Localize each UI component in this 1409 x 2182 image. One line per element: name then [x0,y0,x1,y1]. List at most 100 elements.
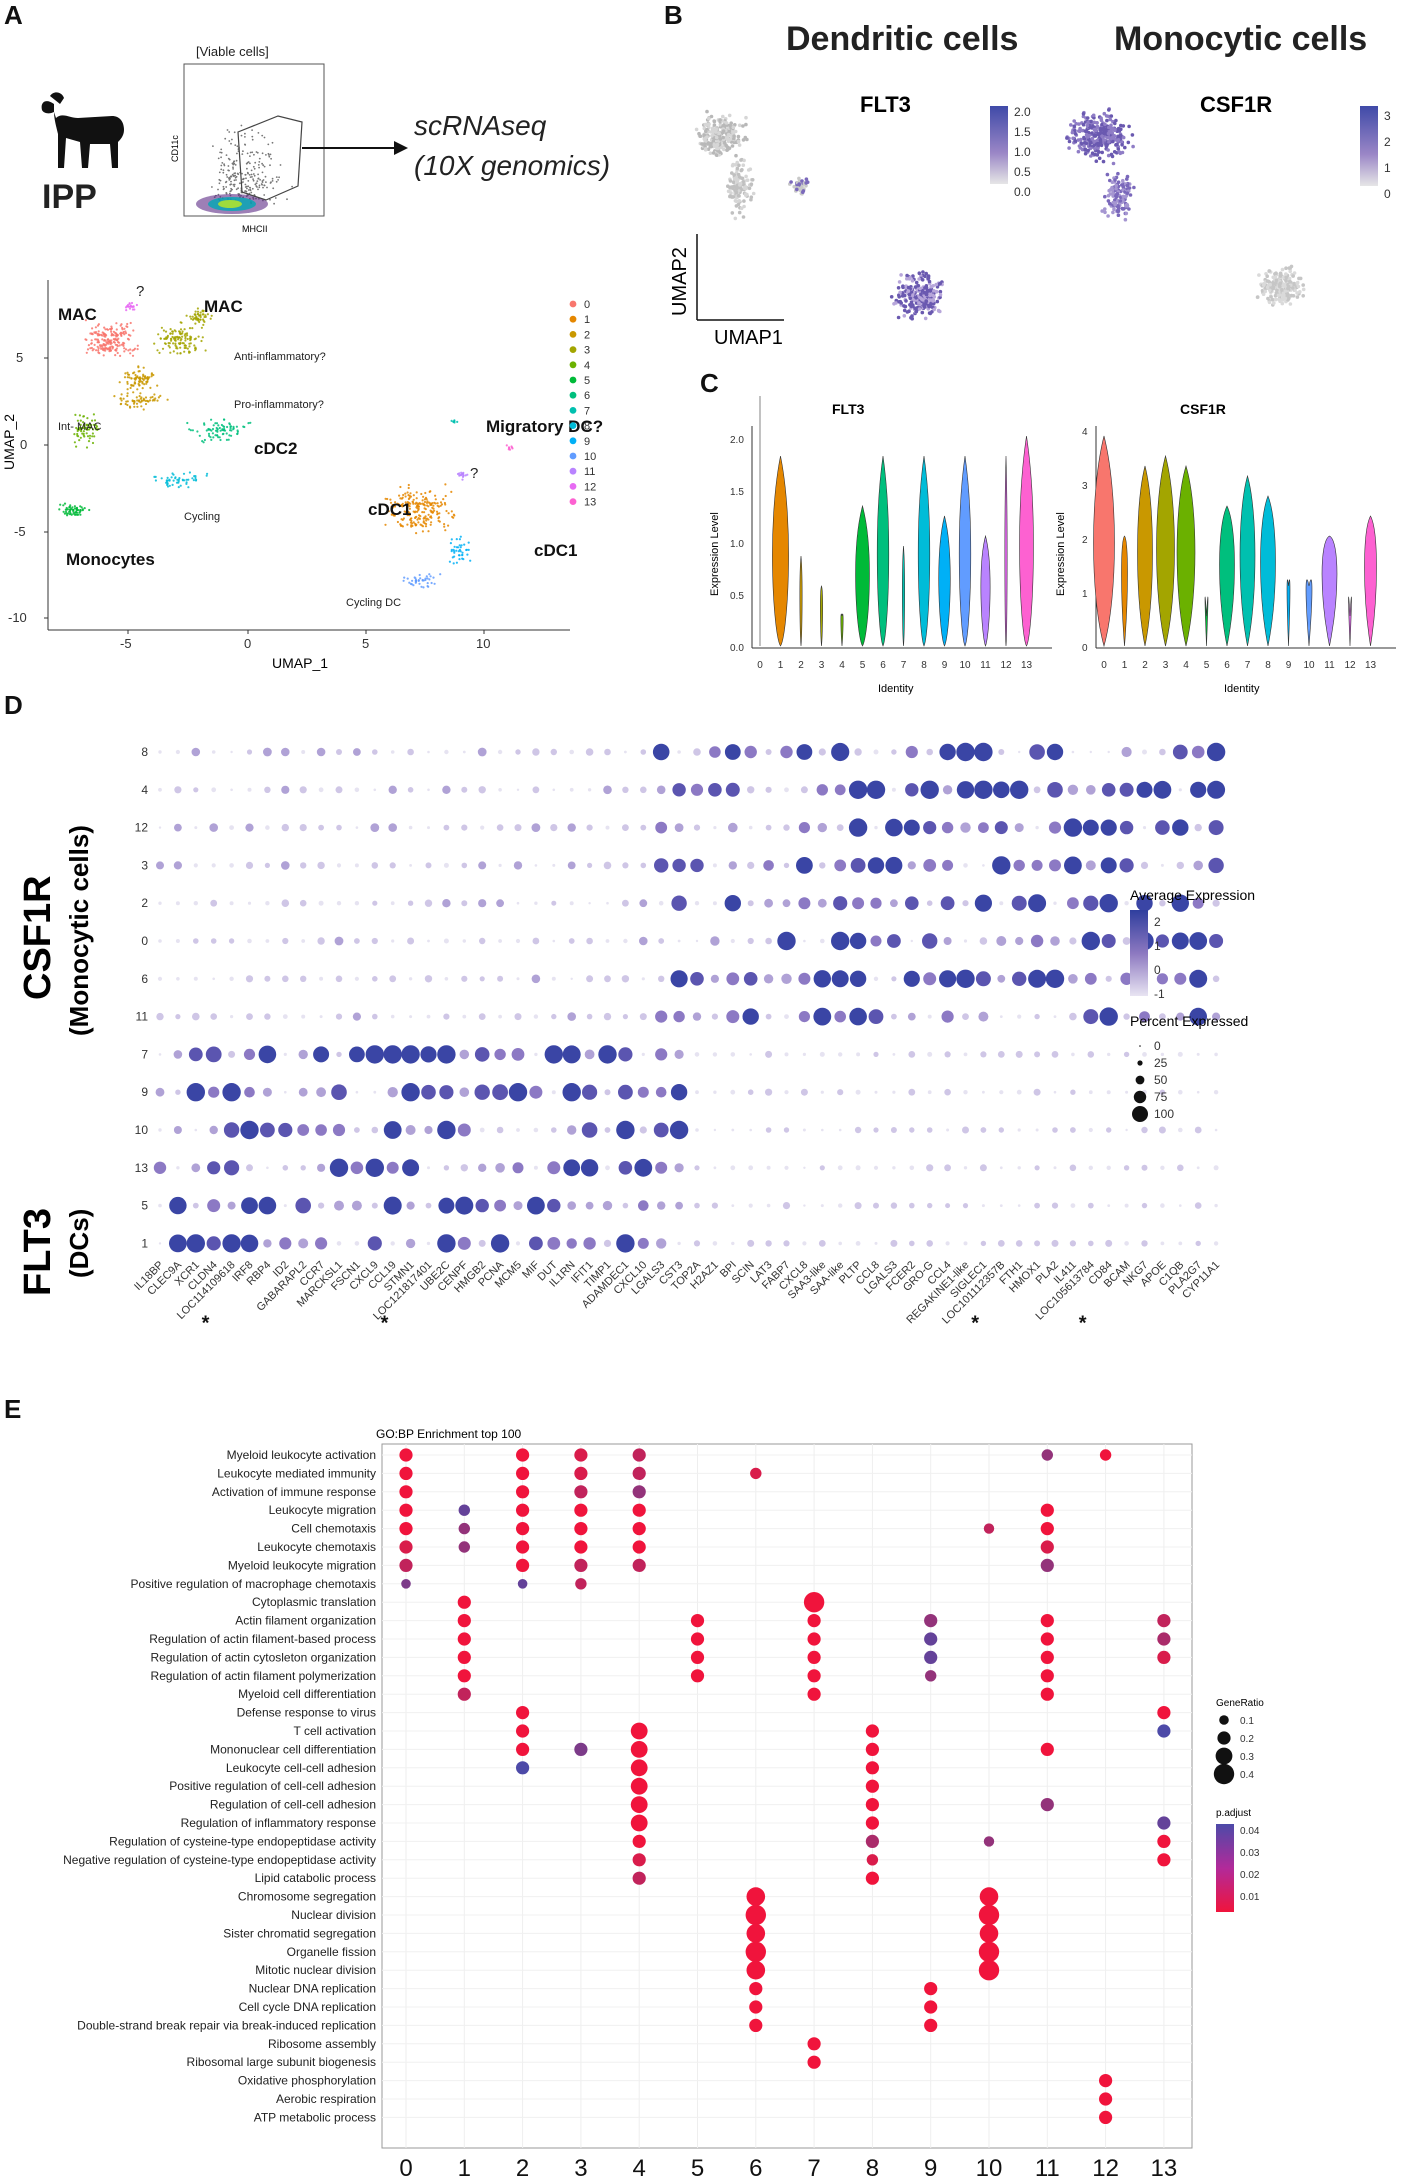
dotplot-dot [834,859,847,872]
umap-cell [408,514,411,517]
gate-event [228,192,231,195]
umap-cell [1295,295,1300,299]
umap-cell [82,427,85,430]
dotplot-dot [852,897,865,910]
umap-cell [91,327,94,330]
umap-cell [1120,150,1125,155]
dotplot-dot [726,972,740,986]
umap-cell [210,438,213,441]
gate-event [227,157,230,160]
umap-cell [1261,283,1266,287]
dotplot-dot [798,897,811,910]
umap-cell [739,158,743,162]
umap-cell [743,185,748,189]
dotplot-dot [813,970,831,988]
umap-cell [1078,126,1082,131]
umap-cell [141,382,144,385]
go-term-label: Leukocyte migration [269,1503,376,1517]
umap-cell [1288,269,1292,274]
gate-event [236,172,239,175]
umap-cell [1124,211,1129,216]
gate-event [257,173,259,176]
umap-cell [718,118,722,122]
gate-event [265,154,267,156]
gate-event [263,184,266,187]
feature-umap-plots: FLT3 CSF1R 2.0 1.5 1.0 0.5 0.0 3 2 1 0 U… [669,92,1391,349]
umap-cell [79,423,82,426]
dotplot-dot [298,1238,309,1249]
dotplot-dot [712,901,717,906]
dotplot-dot [408,825,413,830]
gate-event [226,129,229,131]
umap-cell [718,122,723,127]
dotplot-dot [1017,1128,1021,1132]
dotplot-dot [443,1165,450,1171]
umap-cell [93,435,96,438]
dotplot-dot [909,1202,915,1209]
go-dot [1099,2074,1113,2088]
dotplot-dot [319,1015,323,1019]
umap-cell [204,349,207,352]
umap-cell [134,373,137,377]
dotplot-dot [586,1013,593,1020]
dotplot-dot [800,1088,808,1096]
dotplot-dot [587,788,592,792]
umap-cell [133,405,136,408]
umap-cell [205,474,208,477]
dotplot-dot [800,786,808,794]
go-dot [457,1650,471,1664]
go-dot [807,1614,821,1628]
dotplot-dot [425,862,432,869]
umap-cell [703,122,708,127]
dotplot-dot [907,861,916,870]
umap-cell [130,377,133,380]
dotplot-dot [946,1128,950,1132]
dotplot-dot [580,1159,599,1177]
dotplot-dot [780,745,793,759]
dotplot-dot [855,1241,861,1246]
umap-cell [174,330,177,333]
dotplot-dot [731,1204,735,1207]
umap-cell [228,434,231,437]
dotplot-dot [944,1051,951,1058]
dotplot-dot [923,859,937,872]
umap-cell [1109,123,1113,128]
dotplot-dot [870,935,882,947]
dotplot-dot [1049,859,1061,872]
umap-cell [1284,275,1288,280]
gate-event [249,187,252,189]
umap-cell [401,518,404,521]
legend-avg-tick: 0 [1154,963,1161,977]
dotplot-dot [229,976,234,981]
umap-cell [424,517,427,520]
dotplot-dot [295,1197,312,1214]
gate-event [266,186,268,189]
umap-cell [742,158,746,163]
dotplot-dot [874,1090,878,1094]
umap-cell [444,503,447,506]
dotplot-dot [1031,859,1043,871]
umap-cell [115,349,118,352]
gate-event [232,166,234,169]
umap-cell [404,503,408,506]
umap-cell [914,309,919,314]
umap-cell [1127,186,1132,190]
dotplot-dot [956,969,975,988]
umap-cell [130,384,133,387]
dotplot-dot [980,1051,987,1058]
go-term-label: Negative regulation of cysteine-type end… [63,1853,376,1867]
dotplot-dot [708,783,722,797]
umap-cell [744,122,748,127]
dotplot-dot [278,1122,293,1138]
umap-cell [160,477,163,480]
umap-cell [434,498,437,501]
dotplot-dot [331,1084,347,1100]
umap-cell [153,393,156,396]
umap-cell [462,474,465,478]
umap-cell [97,339,100,342]
umap-cell [897,295,901,299]
umap-cell [712,119,717,124]
umap-cell [87,440,91,443]
legend-padjust-title: p.adjust [1216,1808,1251,1819]
umap-cell [58,508,61,511]
